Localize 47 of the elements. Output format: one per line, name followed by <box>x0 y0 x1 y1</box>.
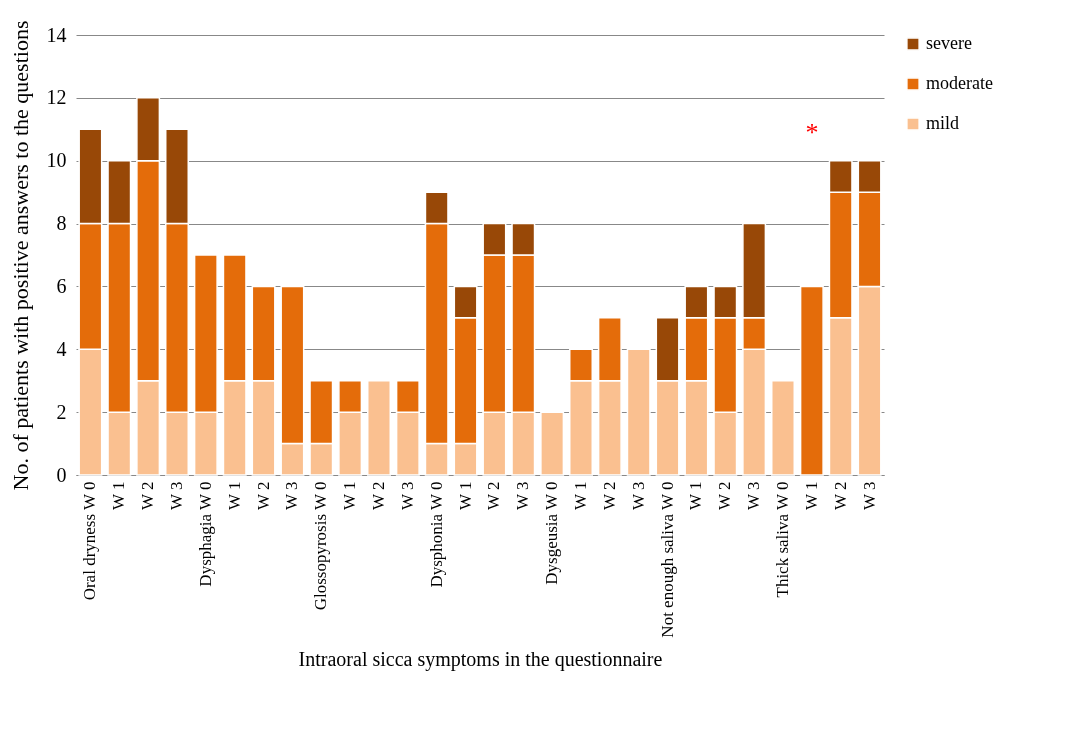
x-tick-label: Glossopyrosis W 0 <box>311 481 331 611</box>
x-tick-label: W 3 <box>859 481 879 510</box>
x-tick-label: Thick saliva W 0 <box>773 481 792 598</box>
x-tick-label: W 2 <box>138 481 158 510</box>
legend-label: severe <box>926 33 972 53</box>
bar <box>799 285 824 476</box>
x-tick-label: Dysgeusia W 0 <box>542 481 562 585</box>
x-tick-label: W 2 <box>715 481 735 510</box>
x-tick-label: W 1 <box>340 481 360 510</box>
y-tick-label: 10 <box>46 149 67 172</box>
y-axis-title: No. of patients with positive answers to the questions <box>7 20 33 491</box>
x-tick-label: W 1 <box>224 481 244 510</box>
x-tick-label: W 3 <box>282 481 302 510</box>
bar <box>540 411 565 476</box>
y-tick-label: 0 <box>56 463 67 486</box>
annotation: * <box>805 118 819 147</box>
x-tick-label: W 2 <box>830 481 850 510</box>
x-tick-label: W 3 <box>397 481 417 510</box>
x-tick-label: W 3 <box>513 481 533 510</box>
y-tick-label: 12 <box>46 86 67 109</box>
bar <box>367 379 391 476</box>
x-tick-label: Dysphonia W 0 <box>426 481 446 588</box>
y-tick-label: 14 <box>46 23 67 46</box>
x-tick-label: W 1 <box>571 481 590 510</box>
bar <box>626 348 651 476</box>
x-tick-label: Dysphagia W 0 <box>195 481 215 587</box>
x-tick-label: W 3 <box>167 481 186 510</box>
x-tick-label: W 1 <box>455 481 475 510</box>
x-tick-label: W 1 <box>801 481 821 510</box>
bar <box>771 379 795 476</box>
legend-label: mild <box>926 113 960 133</box>
y-tick-label: 4 <box>56 337 67 360</box>
x-tick-label: W 2 <box>484 481 504 510</box>
legend-label: moderate <box>926 73 993 93</box>
x-tick-label: W 1 <box>109 481 129 510</box>
x-tick-label: W 1 <box>686 481 706 510</box>
y-tick-label: 6 <box>56 274 67 297</box>
x-axis-title: Intraoral sicca symptoms in the questionnaire <box>298 648 663 672</box>
x-tick-label: Oral dryness W 0 <box>80 481 100 601</box>
y-tick-label: 2 <box>56 400 67 423</box>
x-tick-label: W 2 <box>369 481 388 510</box>
x-tick-label: W 3 <box>628 481 648 510</box>
x-tick-label: W 2 <box>253 481 273 510</box>
x-tick-label: W 2 <box>599 481 619 510</box>
y-tick-label: 8 <box>56 212 67 235</box>
x-tick-label: W 3 <box>744 481 764 510</box>
x-tick-label: Not enough saliva W 0 <box>657 481 677 638</box>
